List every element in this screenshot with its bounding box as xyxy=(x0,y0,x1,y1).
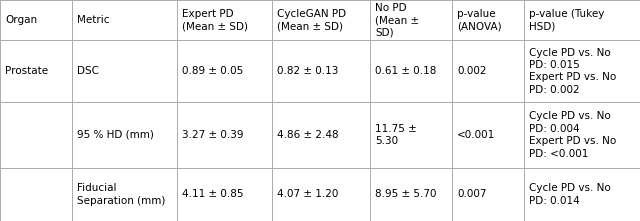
Text: p-value (Tukey
HSD): p-value (Tukey HSD) xyxy=(529,9,605,31)
Text: p-value
(ANOVA): p-value (ANOVA) xyxy=(457,9,502,31)
Text: 0.007: 0.007 xyxy=(457,189,486,199)
Text: Expert PD
(Mean ± SD): Expert PD (Mean ± SD) xyxy=(182,9,248,31)
Text: 0.82 ± 0.13: 0.82 ± 0.13 xyxy=(277,66,339,76)
Text: <0.001: <0.001 xyxy=(457,130,495,140)
Text: Fiducial
Separation (mm): Fiducial Separation (mm) xyxy=(77,183,166,206)
Text: Cycle PD vs. No
PD: 0.004
Expert PD vs. No
PD: <0.001: Cycle PD vs. No PD: 0.004 Expert PD vs. … xyxy=(529,111,616,158)
Text: 3.27 ± 0.39: 3.27 ± 0.39 xyxy=(182,130,244,140)
Text: 0.61 ± 0.18: 0.61 ± 0.18 xyxy=(375,66,436,76)
Text: DSC: DSC xyxy=(77,66,99,76)
Text: 4.86 ± 2.48: 4.86 ± 2.48 xyxy=(277,130,339,140)
Text: CycleGAN PD
(Mean ± SD): CycleGAN PD (Mean ± SD) xyxy=(277,9,346,31)
Text: 4.07 ± 1.20: 4.07 ± 1.20 xyxy=(277,189,339,199)
Text: 4.11 ± 0.85: 4.11 ± 0.85 xyxy=(182,189,244,199)
Text: Organ: Organ xyxy=(5,15,37,25)
Text: Prostate: Prostate xyxy=(5,66,48,76)
Text: Cycle PD vs. No
PD: 0.015
Expert PD vs. No
PD: 0.002: Cycle PD vs. No PD: 0.015 Expert PD vs. … xyxy=(529,48,616,95)
Text: No PD
(Mean ±
SD): No PD (Mean ± SD) xyxy=(375,3,419,38)
Text: 95 % HD (mm): 95 % HD (mm) xyxy=(77,130,154,140)
Text: Metric: Metric xyxy=(77,15,109,25)
Text: 0.89 ± 0.05: 0.89 ± 0.05 xyxy=(182,66,243,76)
Text: 0.002: 0.002 xyxy=(457,66,486,76)
Text: 11.75 ±
5.30: 11.75 ± 5.30 xyxy=(375,124,417,146)
Text: 8.95 ± 5.70: 8.95 ± 5.70 xyxy=(375,189,436,199)
Text: Cycle PD vs. No
PD: 0.014: Cycle PD vs. No PD: 0.014 xyxy=(529,183,611,206)
